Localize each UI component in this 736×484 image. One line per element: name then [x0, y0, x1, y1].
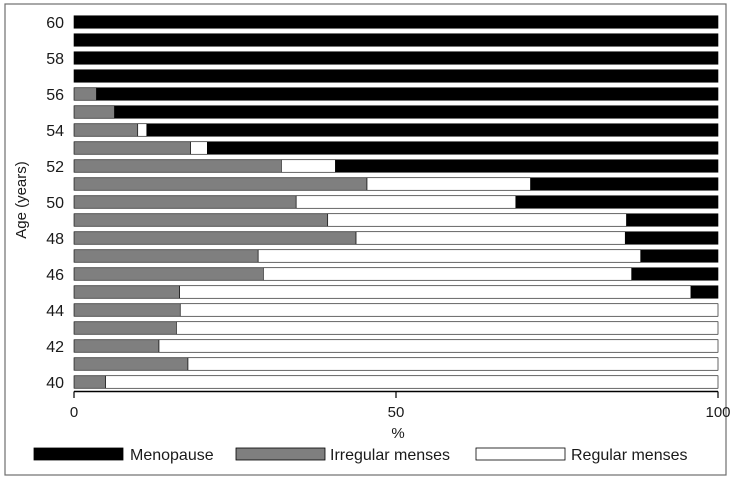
- bar-irregular-menses-age-49: [73, 213, 329, 227]
- plot-area: [73, 15, 719, 389]
- bar-menopause-age-57: [73, 69, 719, 83]
- legend-label-irregular-menses: Irregular menses: [330, 447, 450, 464]
- y-axis-label: Age (years): [13, 161, 30, 239]
- y-tick-label-56: 56: [46, 87, 64, 104]
- legend-label-regular-menses: Regular menses: [571, 447, 688, 464]
- y-axis-ticks: 60 58 56 54 52 50 48 46 44 42 40: [46, 15, 64, 392]
- y-tick-label-52: 52: [46, 159, 64, 176]
- bar-regular-menses-age-45: [179, 285, 692, 299]
- bar-regular-menses-age-47: [257, 249, 642, 263]
- y-tick-label-44: 44: [46, 303, 64, 320]
- legend-swatch-irregular-menses: [235, 447, 326, 461]
- bar-regular-menses-age-53: [190, 141, 208, 155]
- y-tick-label-54: 54: [46, 123, 64, 140]
- y-tick-label-58: 58: [46, 51, 64, 68]
- bar-menopause-age-47: [640, 249, 719, 263]
- bar-irregular-menses-age-41: [73, 357, 189, 371]
- bar-irregular-menses-age-56: [73, 87, 97, 101]
- bar-irregular-menses-age-46: [73, 267, 264, 281]
- bar-regular-menses-age-49: [327, 213, 627, 227]
- legend-label-menopause: Menopause: [130, 447, 214, 464]
- bar-irregular-menses-age-44: [73, 303, 181, 317]
- bar-regular-menses-age-52: [281, 159, 336, 173]
- bar-irregular-menses-age-51: [73, 177, 368, 191]
- bar-menopause-age-48: [624, 231, 719, 245]
- bar-menopause-age-59: [73, 33, 719, 47]
- y-tick-label-40: 40: [46, 375, 64, 392]
- y-tick-label-50: 50: [46, 195, 64, 212]
- bar-menopause-age-46: [631, 267, 719, 281]
- y-tick-label-48: 48: [46, 231, 64, 248]
- bar-menopause-age-53: [207, 141, 719, 155]
- x-axis-ticks: 0 50 100: [70, 391, 731, 421]
- legend-swatch-menopause: [33, 447, 124, 461]
- bar-regular-menses-age-42: [158, 339, 719, 353]
- bar-regular-menses-age-48: [355, 231, 626, 245]
- y-tick-label-60: 60: [46, 15, 64, 32]
- legend: Menopause Irregular menses Regular menses: [33, 447, 688, 464]
- bar-menopause-age-55: [114, 105, 719, 119]
- bar-menopause-age-58: [73, 51, 719, 65]
- bar-menopause-age-56: [96, 87, 719, 101]
- y-tick-label-46: 46: [46, 267, 64, 284]
- bar-menopause-age-52: [335, 159, 719, 173]
- bar-regular-menses-age-44: [179, 303, 719, 317]
- bar-menopause-age-51: [530, 177, 719, 191]
- bar-irregular-menses-age-47: [73, 249, 259, 263]
- bar-menopause-age-54: [146, 123, 719, 137]
- x-tick-label-50: 50: [388, 404, 405, 421]
- bar-regular-menses-age-54: [137, 123, 148, 137]
- bar-regular-menses-age-46: [263, 267, 633, 281]
- x-axis-label: %: [391, 425, 404, 442]
- x-tick-label-0: 0: [70, 404, 78, 421]
- bar-irregular-menses-age-48: [73, 231, 357, 245]
- bar-menopause-age-49: [626, 213, 719, 227]
- bar-irregular-menses-age-53: [73, 141, 191, 155]
- bar-irregular-menses-age-45: [73, 285, 180, 299]
- bar-irregular-menses-age-42: [73, 339, 160, 353]
- bar-regular-menses-age-51: [366, 177, 531, 191]
- y-tick-label-42: 42: [46, 339, 64, 356]
- bar-irregular-menses-age-40: [73, 375, 106, 389]
- legend-swatch-regular-menses: [475, 447, 566, 461]
- bar-irregular-menses-age-55: [73, 105, 115, 119]
- bar-menopause-age-60: [73, 15, 719, 29]
- bar-menopause-age-50: [515, 195, 719, 209]
- bar-regular-menses-age-40: [105, 375, 719, 389]
- bar-regular-menses-age-43: [176, 321, 719, 335]
- bar-irregular-menses-age-50: [73, 195, 297, 209]
- x-tick-label-100: 100: [705, 404, 730, 421]
- bar-regular-menses-age-41: [187, 357, 719, 371]
- bar-irregular-menses-age-54: [73, 123, 139, 137]
- bar-irregular-menses-age-43: [73, 321, 177, 335]
- bar-menopause-age-45: [690, 285, 719, 299]
- bar-irregular-menses-age-52: [73, 159, 282, 173]
- bar-regular-menses-age-50: [295, 195, 517, 209]
